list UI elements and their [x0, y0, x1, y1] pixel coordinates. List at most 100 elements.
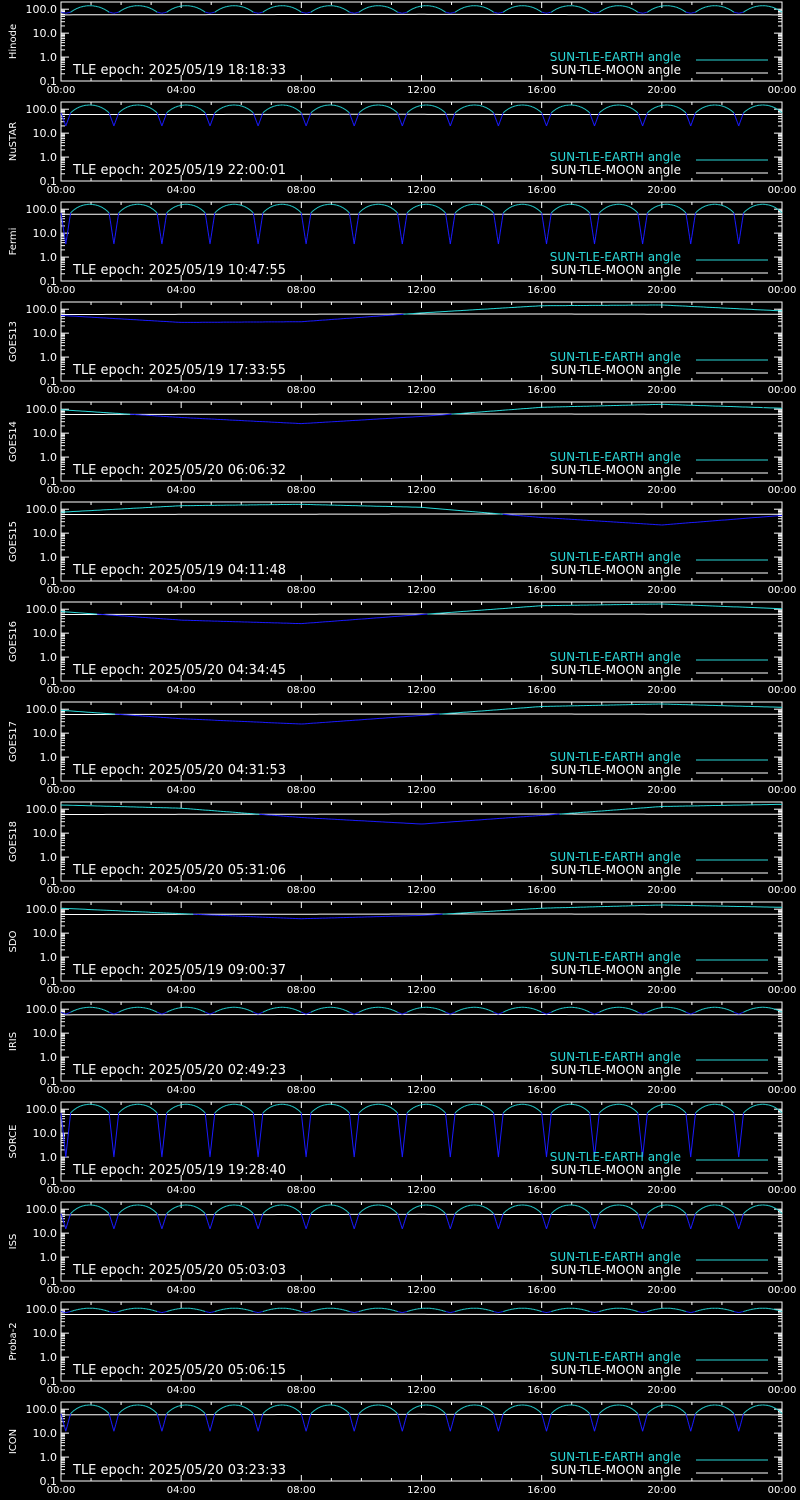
earth-angle-segment [347, 210, 349, 213]
earth-angle-segment [156, 112, 159, 115]
earth-angle-segment [443, 211, 446, 213]
earth-angle-segment [207, 232, 210, 237]
earth-angle-segment [397, 112, 399, 115]
earth-angle-segment [690, 122, 693, 125]
earth-angle-segment [261, 114, 263, 117]
earth-angle-segment [73, 109, 75, 111]
earth-angle-segment [203, 10, 205, 13]
earth-angle-segment [697, 209, 699, 211]
earth-angle-segment [60, 112, 63, 115]
earth-angle-segment [70, 211, 73, 213]
earth-angle-segment [409, 209, 411, 211]
earth-angle-segment [540, 111, 543, 114]
earth-angle-segment [544, 120, 546, 123]
earth-angle-segment [407, 210, 410, 213]
earth-angle-segment [498, 236, 501, 241]
legend-earth-label: SUN-TLE-EARTH angle [550, 250, 681, 264]
earth-angle-segment [64, 122, 66, 125]
earth-angle-segment [443, 210, 445, 213]
earth-angle-segment [115, 117, 118, 120]
earth-angle-segment [71, 210, 73, 213]
earth-angle-segment [739, 120, 741, 123]
earth-angle-segment [454, 212, 456, 217]
legend-moon-label: SUN-TLE-MOON angle [551, 63, 681, 77]
earth-angle-segment [633, 209, 636, 211]
earth-angle-segment [397, 114, 400, 117]
earth-angle-segment [642, 236, 645, 241]
earth-angle-segment [210, 232, 213, 237]
earth-angle-segment [451, 232, 453, 237]
earth-angle-segment [306, 232, 309, 237]
earth-angle-segment [499, 120, 501, 123]
earth-angle-segment [505, 209, 508, 211]
earth-angle-segment [166, 111, 169, 113]
earth-angle-segment [255, 232, 258, 237]
earth-angle-segment [588, 111, 590, 113]
earth-angle-segment [164, 116, 166, 118]
earth-angle-segment [259, 119, 261, 122]
earth-angle-segment [595, 228, 598, 233]
y-tick-label: 100.0 [26, 103, 58, 116]
earth-angle-segment [734, 220, 737, 225]
panel-goes13: 100.010.01.00.100:00 04:00 08:00 12:00 16:00… [8, 301, 796, 396]
legend-moon-label: SUN-TLE-MOON angle [551, 263, 681, 277]
earth-angle-segment [778, 209, 780, 211]
earth-angle-segment [586, 210, 589, 212]
earth-angle-segment [552, 110, 554, 113]
earth-angle-segment [308, 117, 310, 120]
earth-angle-segment [303, 120, 306, 123]
earth-angle-segment [739, 232, 741, 237]
legend-earth-label: SUN-TLE-EARTH angle [550, 50, 681, 64]
earth-angle-segment [588, 211, 590, 213]
earth-angle-segment [395, 111, 398, 113]
earth-angle-segment [633, 109, 636, 111]
earth-angle-segment [213, 112, 216, 115]
earth-angle-segment [167, 110, 169, 113]
earth-angle-segment [121, 109, 123, 111]
earth-angle-segment [107, 10, 109, 13]
moon-angle-line [61, 513, 782, 515]
earth-angle-segment [249, 109, 251, 111]
x-tick-label: 12:00 [407, 185, 436, 196]
satellite-label: GOES14 [8, 421, 19, 462]
earth-angle-segment [157, 216, 159, 221]
earth-angle-segment [350, 224, 353, 229]
earth-angle-segment [66, 120, 69, 123]
earth-angle-segment [550, 212, 552, 217]
earth-angle-segment [260, 220, 263, 225]
earth-angle-segment [544, 236, 547, 241]
earth-angle-segment [213, 114, 215, 117]
earth-angle-segment [162, 236, 164, 241]
earth-angle-segment [105, 109, 107, 111]
earth-angle-segment [539, 210, 541, 213]
x-tick-label: 00:00 [768, 185, 797, 196]
panel-nustar: 100.010.01.00.100:00 04:00 08:00 12:00 16:00… [8, 101, 797, 196]
earth-angle-segment [589, 216, 592, 221]
moon-angle-line [61, 413, 782, 415]
earth-angle-segment [67, 228, 69, 233]
earth-angle-segment [118, 111, 120, 114]
earth-angle-segment [546, 240, 548, 245]
earth-angle-segment [117, 114, 119, 117]
earth-angle-segment [547, 228, 550, 233]
earth-angle-segment [207, 120, 210, 123]
earth-angle-segment [442, 110, 445, 112]
earth-angle-segment [537, 209, 540, 211]
earth-angle-segment [61, 116, 64, 118]
y-tick-label: 0.1 [40, 375, 58, 388]
earth-angle-segment [251, 10, 254, 13]
earth-angle-segment [215, 211, 217, 213]
earth-angle-segment [635, 210, 637, 213]
earth-angle-segment [398, 224, 401, 229]
earth-angle-segment [67, 224, 70, 229]
earth-angle-segment [636, 211, 638, 213]
earth-angle-segment [65, 122, 68, 125]
earth-angle-segment [306, 120, 309, 123]
earth-angle-segment [409, 109, 412, 111]
earth-angle-segment [111, 119, 113, 122]
earth-angle-segment [595, 232, 597, 237]
earth-angle-segment [162, 122, 164, 125]
earth-angle-segment [302, 224, 305, 229]
earth-angle-segment [732, 111, 734, 113]
earth-angle-segment [118, 10, 121, 13]
